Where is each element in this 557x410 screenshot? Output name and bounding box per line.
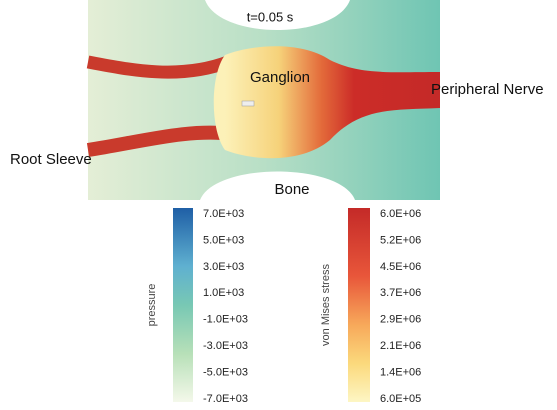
marker xyxy=(242,101,254,106)
tick-label: 6.0E+06 xyxy=(380,208,421,220)
annotation: Bone xyxy=(274,181,309,198)
tick-label: 4.5E+06 xyxy=(380,261,421,273)
tick-label: 2.9E+06 xyxy=(380,314,421,326)
annotation: Ganglion xyxy=(250,69,310,86)
simulation-image xyxy=(88,0,440,200)
tick-label: -1.0E+03 xyxy=(203,314,248,326)
tick-label: 5.2E+06 xyxy=(380,234,421,246)
time-label: t=0.05 s xyxy=(247,9,294,24)
tick-label: 2.1E+06 xyxy=(380,340,421,352)
colorbar xyxy=(173,208,193,402)
tick-label: 3.7E+06 xyxy=(380,287,421,299)
tick-label: 7.0E+03 xyxy=(203,208,244,220)
tick-label: -5.0E+03 xyxy=(203,366,248,378)
colorbar-vm xyxy=(348,208,370,402)
figure: t=0.05 s Ganglion Peripheral Nerve Root … xyxy=(0,0,557,410)
annotation: Root Sleeve xyxy=(10,151,92,168)
colorbar-pressure xyxy=(173,208,193,402)
tick-label: 3.0E+03 xyxy=(203,261,244,273)
tick-label: 1.4E+06 xyxy=(380,366,421,378)
colorbar-title: pressure xyxy=(146,284,158,327)
colorbar-title: von Mises stress xyxy=(320,264,332,346)
tick-label: -3.0E+03 xyxy=(203,340,248,352)
tick-label: 6.0E+05 xyxy=(380,393,421,405)
tick-label: -7.0E+03 xyxy=(203,393,248,405)
tick-label: 1.0E+03 xyxy=(203,287,244,299)
tick-label: 5.0E+03 xyxy=(203,234,244,246)
colorbar xyxy=(348,208,370,402)
annotation: Peripheral Nerve xyxy=(431,81,544,98)
